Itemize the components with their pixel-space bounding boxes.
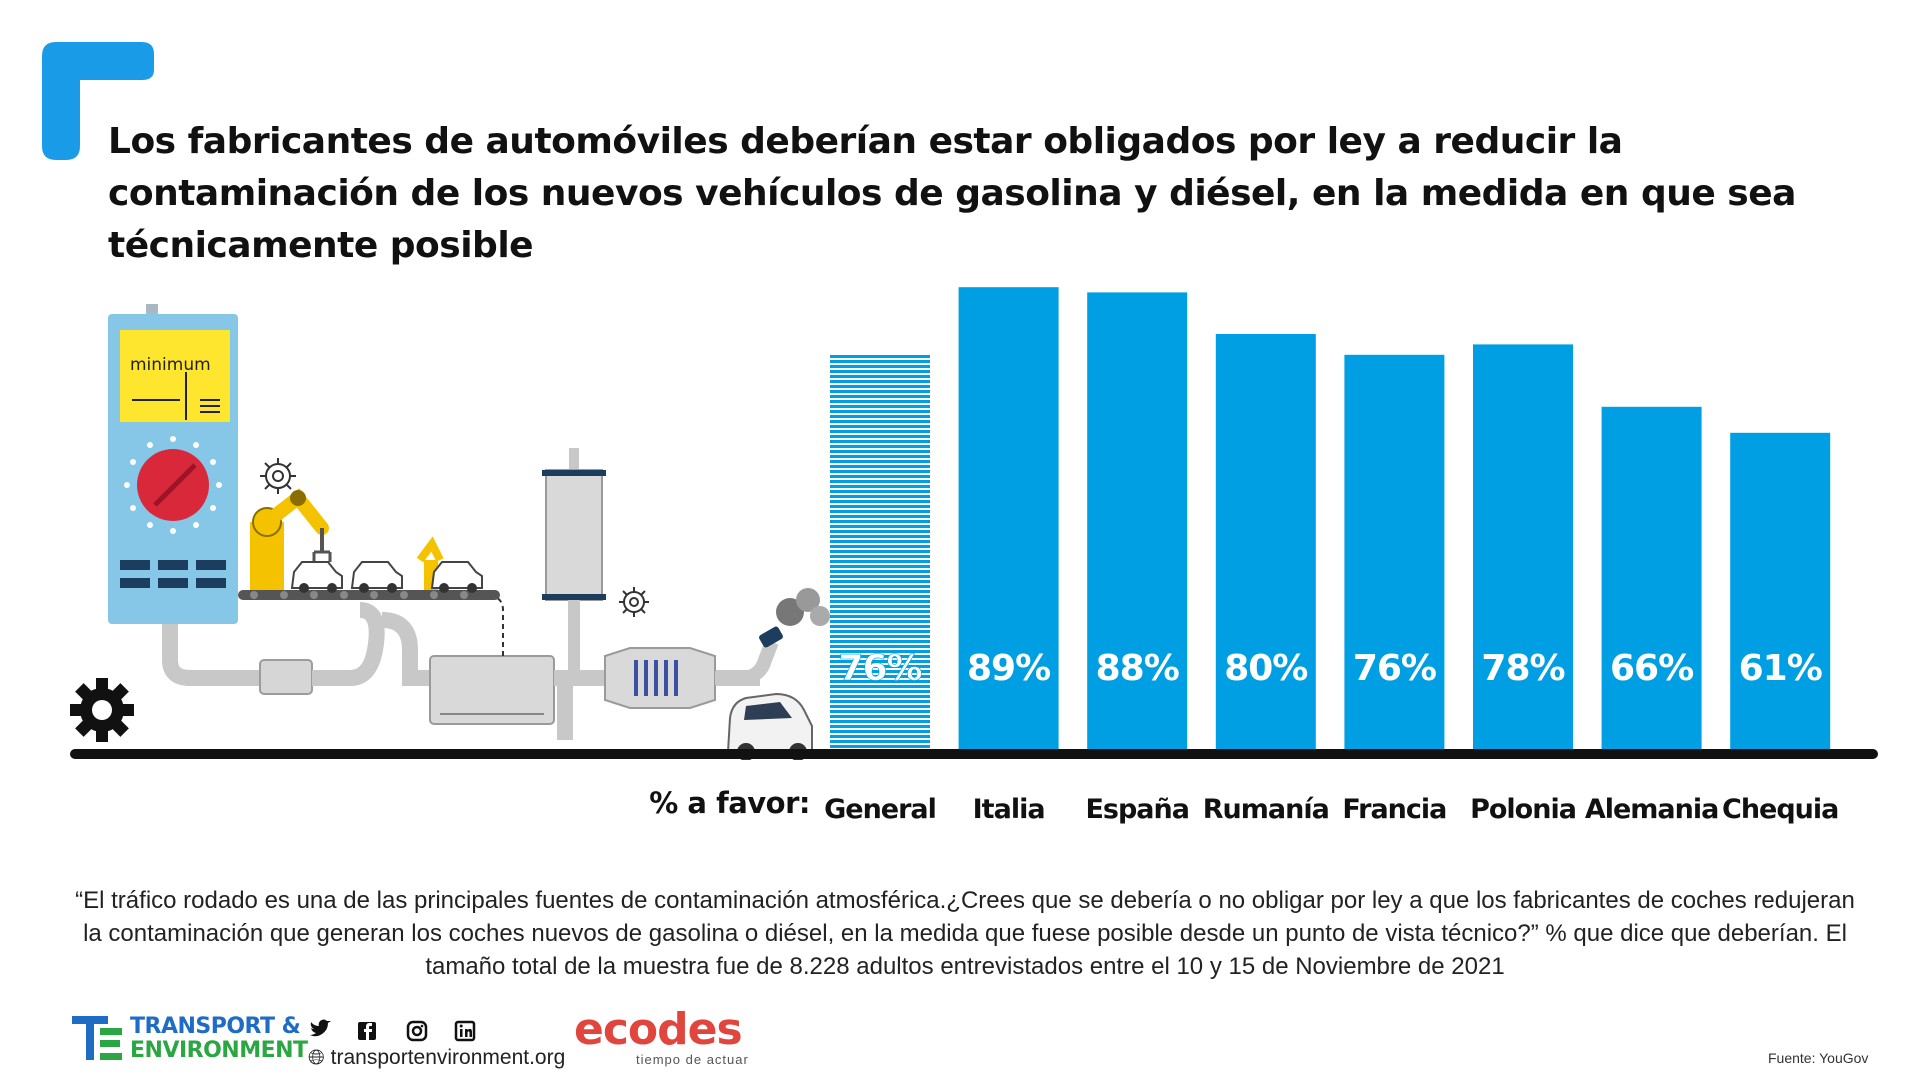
x-tick-label-chequia: Chequia — [1722, 794, 1838, 825]
robot-arm-icon — [250, 488, 444, 590]
x-tick-label-alemania: Alemania — [1585, 794, 1719, 825]
car-icon — [290, 561, 483, 589]
factory-illustration: minimum — [70, 304, 830, 760]
chart-baseline — [70, 749, 1878, 759]
x-axis-prefix-label: % a favor: — [649, 786, 810, 820]
bar-chequia — [1730, 432, 1831, 750]
bar-francia — [1344, 354, 1445, 750]
x-tick-label-general: General — [824, 794, 936, 825]
data-label-general: 76% — [838, 648, 921, 689]
panel-label: minimum — [130, 355, 211, 375]
bar-polonia — [1473, 344, 1573, 750]
ecodes-logo: ecodes — [574, 1004, 743, 1055]
te-name-line1: TRANSPORT & — [130, 1014, 301, 1039]
bar-alemania — [1601, 406, 1702, 750]
x-tick-label-españa: España — [1085, 794, 1189, 825]
transport-environment-logo-icon — [72, 1016, 122, 1060]
bar-general — [830, 354, 930, 750]
ecodes-tagline: tiempo de actuar — [636, 1052, 749, 1067]
x-tick-label-italia: Italia — [973, 794, 1045, 825]
data-label-rumanía: 80% — [1224, 648, 1307, 689]
website-text: transportenvironment.org — [330, 1046, 566, 1069]
source-credit: Fuente: YouGov — [1768, 1050, 1869, 1066]
x-tick-label-francia: Francia — [1342, 794, 1446, 825]
data-label-francia: 76% — [1353, 648, 1436, 689]
linkedin-icon[interactable] — [454, 1020, 476, 1042]
corner-bracket-decoration — [42, 42, 154, 160]
exhaust-pipe-icon — [542, 448, 606, 678]
social-icons — [310, 1019, 476, 1042]
data-label-chequia: 61% — [1739, 648, 1822, 689]
page-title: Los fabricantes de automóviles deberían … — [108, 121, 1796, 266]
survey-note: “El tráfico rodado es una de las princip… — [75, 887, 1855, 980]
facebook-icon[interactable] — [358, 1022, 376, 1040]
instagram-icon[interactable] — [406, 1020, 428, 1042]
control-panel-icon: minimum — [108, 304, 238, 624]
x-tick-label-polonia: Polonia — [1470, 794, 1576, 825]
gear-icon — [260, 458, 649, 617]
bar-rumanía — [1215, 334, 1316, 750]
globe-icon: 🌐︎ — [308, 1046, 325, 1069]
x-tick-label-rumanía: Rumanía — [1203, 794, 1329, 825]
twitter-icon[interactable] — [310, 1019, 331, 1037]
catalytic-converter-icon — [590, 588, 830, 709]
data-label-polonia: 78% — [1481, 648, 1564, 689]
data-label-italia: 89% — [967, 648, 1050, 689]
te-brand-name: TRANSPORT & ENVIRONMENT — [130, 1015, 308, 1063]
data-label-alemania: 66% — [1610, 648, 1693, 689]
website-link[interactable]: 🌐︎ transportenvironment.org — [308, 1046, 565, 1070]
te-name-line2: ENVIRONMENT — [130, 1038, 308, 1063]
bar-italia — [958, 287, 1059, 750]
bar-españa — [1087, 292, 1188, 750]
data-label-españa: 88% — [1096, 648, 1179, 689]
